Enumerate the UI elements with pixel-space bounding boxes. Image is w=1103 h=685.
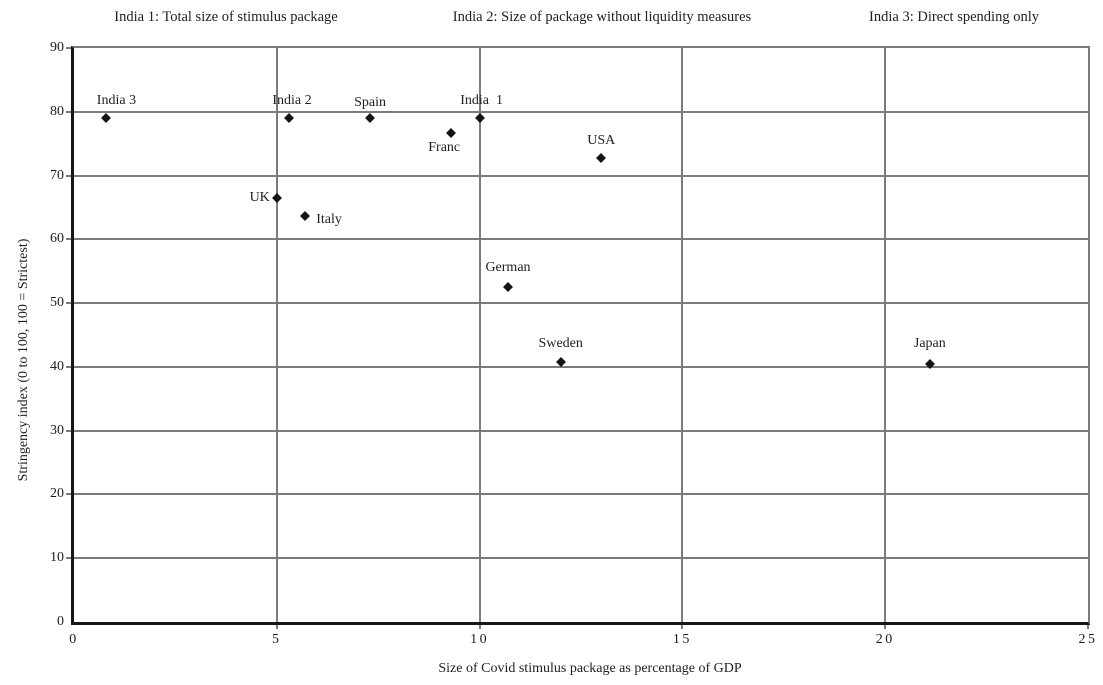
x-tick-label: 20 xyxy=(875,632,895,647)
x-tick-label: 5 xyxy=(272,632,282,647)
y-tick-label: 80 xyxy=(50,103,64,119)
y-tick-label: 20 xyxy=(50,486,64,502)
annotation-india2-definition: India 2: Size of package without liquidi… xyxy=(452,9,752,25)
x-tick-label: 25 xyxy=(1078,632,1098,647)
y-tick-label: 50 xyxy=(50,295,64,311)
y-tick-label: 30 xyxy=(50,422,64,438)
plot-area xyxy=(71,46,1090,625)
y-tick-label: 70 xyxy=(50,167,64,183)
y-axis-title: Stringency index (0 to 100, 100 = Strict… xyxy=(16,238,31,482)
x-axis-tick xyxy=(884,625,887,629)
y-tick-label: 90 xyxy=(50,40,64,55)
x-axis-title: Size of Covid stimulus package as percen… xyxy=(438,661,742,676)
x-tick-label: 0 xyxy=(69,632,79,647)
x-axis-tick xyxy=(1087,625,1089,629)
annotation-india3-definition: India 3: Direct spending only xyxy=(869,9,1039,25)
x-tick-label: 15 xyxy=(672,632,692,647)
y-tick-label: 0 xyxy=(57,614,64,629)
y-tick-label: 10 xyxy=(50,550,64,566)
x-axis-tick xyxy=(681,625,684,629)
x-axis-tick xyxy=(275,625,278,629)
annotation-india1-definition: India 1: Total size of stimulus package xyxy=(114,9,338,25)
x-tick-label: 10 xyxy=(470,632,490,647)
y-tick-label: 60 xyxy=(50,231,64,247)
x-axis-tick xyxy=(478,625,481,629)
y-tick-label: 40 xyxy=(50,358,64,374)
